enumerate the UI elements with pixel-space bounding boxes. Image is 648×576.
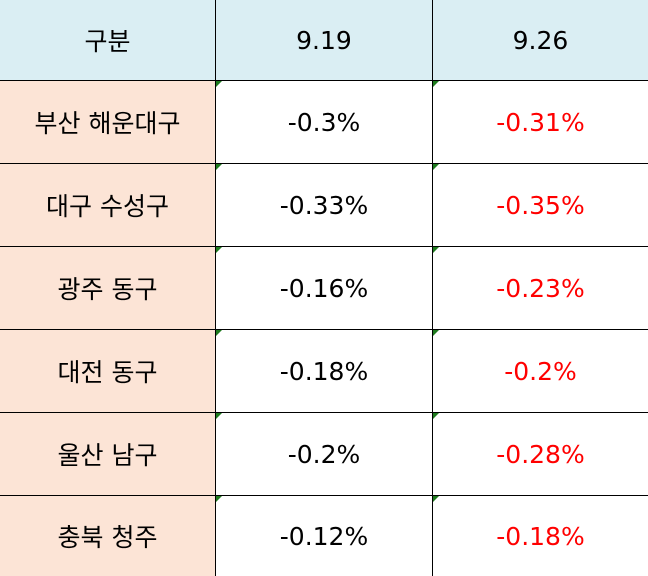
header-cell: 9.26 [433,0,648,81]
value-cell: -0.23% [433,247,648,330]
value-cell: -0.18% [216,330,433,413]
header-cell: 9.19 [216,0,433,81]
region-cell: 울산 남구 [0,413,216,496]
region-cell: 부산 해운대구 [0,81,216,164]
value-cell: -0.18% [433,496,648,576]
value-cell: -0.28% [433,413,648,496]
value-cell: -0.2% [216,413,433,496]
region-cell: 충북 청주 [0,496,216,576]
region-cell: 광주 동구 [0,247,216,330]
value-cell: -0.16% [216,247,433,330]
value-cell: -0.31% [433,81,648,164]
value-cell: -0.12% [216,496,433,576]
value-cell: -0.2% [433,330,648,413]
value-cell: -0.33% [216,164,433,247]
region-cell: 대전 동구 [0,330,216,413]
value-cell: -0.35% [433,164,648,247]
region-cell: 대구 수성구 [0,164,216,247]
header-cell: 구분 [0,0,216,81]
value-cell: -0.3% [216,81,433,164]
